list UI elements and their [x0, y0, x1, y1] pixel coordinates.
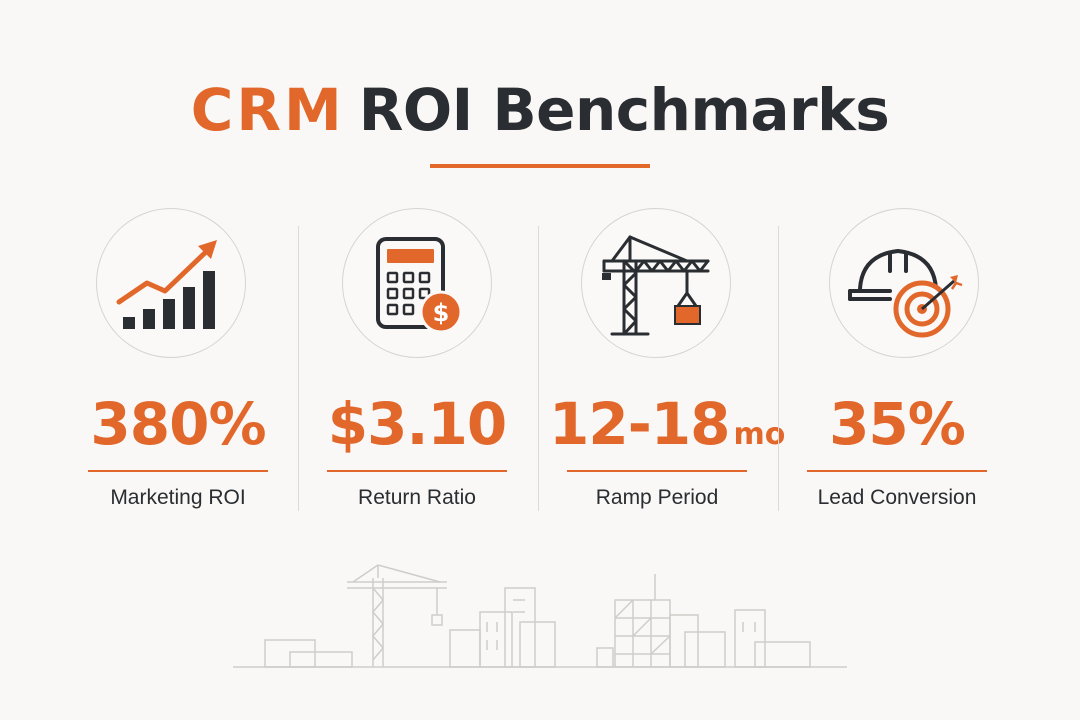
stat-value: 35%: [829, 390, 966, 458]
stat-card-return-ratio: $ $3.10 Return Ratio: [327, 208, 547, 518]
hardhat-target-icon: [848, 249, 963, 338]
stat-underline: [807, 470, 987, 472]
column-divider: [538, 226, 539, 511]
tower-crane-icon: [602, 235, 710, 336]
title-rest: ROI Benchmarks: [358, 76, 890, 144]
svg-text:$: $: [433, 299, 450, 327]
stat-value: 380%: [90, 390, 266, 458]
stat-underline: [567, 470, 747, 472]
growth-chart-icon: [116, 240, 217, 329]
stat-card-marketing-roi: 380% Marketing ROI: [88, 208, 308, 518]
stat-value: 12-18 mo: [549, 390, 786, 458]
stat-underline: [88, 470, 268, 472]
title-accent: CRM: [190, 76, 345, 144]
stat-value: $3.10: [327, 390, 507, 458]
icon-circle: $: [342, 208, 492, 358]
stat-card-ramp-period: 12-18 mo Ramp Period: [549, 208, 787, 518]
column-divider: [298, 226, 299, 511]
stat-label: Lead Conversion: [817, 486, 977, 509]
stat-card-lead-conversion: 35% Lead Conversion: [807, 208, 1027, 518]
icon-circle: [96, 208, 246, 358]
calculator-dollar-icon: $: [376, 237, 463, 334]
icon-circle: [829, 208, 979, 358]
stat-label: Return Ratio: [358, 486, 476, 509]
title-underline: [430, 164, 650, 168]
construction-skyline-icon: [233, 564, 847, 668]
column-divider: [778, 226, 779, 511]
stat-underline: [327, 470, 507, 472]
icon-circle: [581, 208, 731, 358]
stat-label: Ramp Period: [595, 486, 719, 509]
page-title: CRM ROI Benchmarks: [0, 70, 1080, 150]
stat-label: Marketing ROI: [110, 486, 246, 509]
